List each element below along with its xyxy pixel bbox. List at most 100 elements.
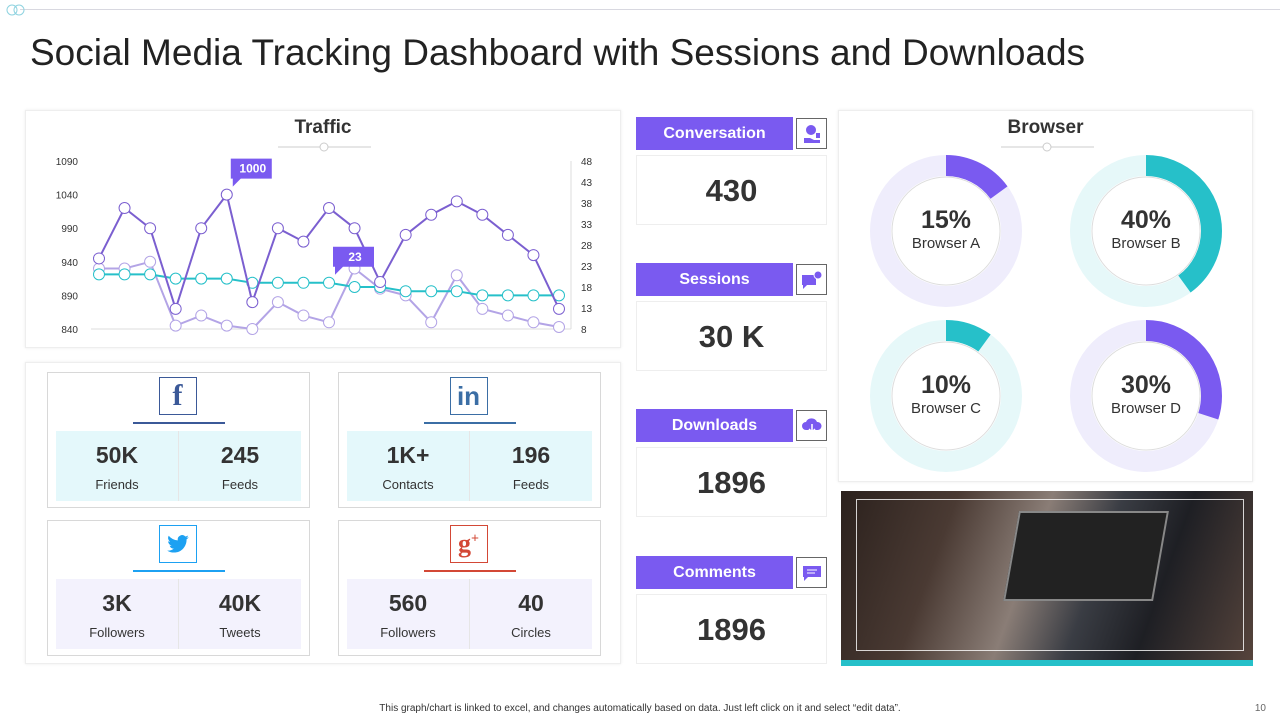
data-point (553, 302, 565, 315)
donut-browser-a (870, 155, 1022, 307)
data-point (246, 323, 259, 335)
chat-icon (796, 264, 827, 295)
stat: 50K Friends (56, 431, 179, 501)
social-card-facebook: f 50K Friends 245 Feeds (47, 372, 310, 508)
right-axis-tick: 43 (581, 178, 593, 189)
metric-value-downloads: 1896 (636, 447, 827, 517)
data-point (476, 289, 489, 302)
traffic-chart: 1090 1040 990 940 890 840 48 43 38 33 28 23 18 13 8 100… (56, 142, 593, 336)
donut-percent: 30% (1120, 371, 1172, 399)
stat-label: Followers (89, 625, 145, 640)
left-axis-tick: 890 (61, 291, 78, 302)
left-axis-tick: 840 (61, 325, 78, 336)
callout-label: 1000 (239, 162, 266, 176)
data-point (501, 289, 514, 302)
social-card-twitter: 3K Followers 40K Tweets (47, 520, 310, 656)
stats-row: 3K Followers 40K Tweets (56, 579, 301, 649)
donut-percent: 10% (920, 371, 972, 399)
donut-percent: 40% (1120, 206, 1172, 234)
data-point (93, 268, 105, 281)
comment-icon (796, 557, 827, 588)
right-axis-tick: 33 (581, 220, 593, 231)
stat: 3K Followers (56, 579, 179, 649)
data-point (169, 272, 182, 285)
callout-box (333, 246, 374, 275)
data-point (323, 202, 335, 215)
logo-icon (6, 3, 26, 16)
stats-row: 50K Friends 245 Feeds (56, 431, 301, 501)
data-point (374, 275, 387, 288)
donut-label: 10% Browser C (886, 371, 1006, 417)
donut-label: 30% Browser D (1086, 371, 1206, 417)
googleplus-icon[interactable]: g+ (449, 525, 488, 563)
right-axis-tick: 38 (581, 199, 593, 210)
data-point (425, 285, 438, 298)
left-axis-tick: 990 (61, 224, 78, 235)
data-point (195, 309, 208, 322)
page-number: 10 (1254, 703, 1266, 714)
left-axis-tick: 1090 (56, 157, 79, 168)
data-point (450, 285, 463, 298)
stat-label: Feeds (512, 477, 550, 492)
page-title: Social Media Tracking Dashboard with Ses… (30, 32, 1086, 73)
right-axis-tick: 48 (581, 157, 593, 168)
data-point (246, 296, 259, 309)
facebook-icon[interactable]: f (158, 377, 197, 415)
icon-underline (132, 570, 225, 572)
social-card-googleplus: g+ 560 Followers 40 Circles (338, 520, 601, 656)
right-axis-tick: 13 (581, 304, 593, 315)
stats-row: 1K+ Contacts 196 Feeds (347, 431, 592, 501)
data-point (144, 255, 157, 268)
data-point (297, 276, 310, 289)
data-point (476, 302, 489, 315)
data-point (118, 268, 131, 281)
stat-value: 196 (511, 442, 551, 468)
data-point (348, 222, 361, 235)
data-point (450, 269, 463, 282)
data-point (195, 272, 208, 285)
right-axis-tick: 8 (581, 325, 587, 336)
left-axis-tick: 940 (61, 258, 78, 269)
stat-label: Tweets (219, 625, 261, 640)
donut-name: Browser B (1111, 235, 1181, 252)
data-point (297, 309, 310, 322)
data-point (450, 195, 463, 208)
donut-segment (870, 320, 1022, 472)
browser-title: Browser (1007, 117, 1084, 138)
data-point (527, 289, 540, 302)
data-point (501, 228, 514, 241)
data-point (169, 319, 182, 332)
stat: 560 Followers (347, 579, 470, 649)
donut-label: 15% Browser A (886, 206, 1006, 252)
stat: 1K+ Contacts (347, 431, 470, 501)
data-point (271, 296, 284, 309)
data-point (323, 316, 335, 329)
photo-accent-bar (841, 660, 1253, 666)
stat-value: 3K (102, 590, 132, 616)
stat-label: Friends (95, 477, 139, 492)
stat-label: Followers (380, 625, 436, 640)
callout-label: 23 (348, 250, 362, 264)
stat-value: 245 (220, 442, 260, 468)
metric-value-comments: 1896 (636, 594, 827, 664)
data-point (118, 202, 131, 215)
data-point (425, 208, 438, 221)
data-point (399, 285, 412, 298)
metric-header-comments: Comments (636, 556, 793, 589)
data-point (501, 309, 514, 322)
left-axis-tick: 1040 (56, 191, 79, 202)
data-point (144, 222, 157, 235)
traffic-title: Traffic (294, 117, 352, 138)
data-point (220, 319, 233, 332)
donut-browser-b (1070, 155, 1222, 307)
linkedin-icon[interactable]: in (449, 377, 488, 415)
data-point (348, 281, 361, 293)
donut-browser-d (1070, 320, 1222, 472)
donut-segment (1070, 155, 1222, 307)
stat-value: 40K (218, 590, 262, 616)
data-point (144, 268, 157, 281)
twitter-icon[interactable] (158, 525, 197, 563)
data-point (220, 272, 233, 285)
stats-row: 560 Followers 40 Circles (347, 579, 592, 649)
donut-name: Browser D (1110, 400, 1181, 417)
